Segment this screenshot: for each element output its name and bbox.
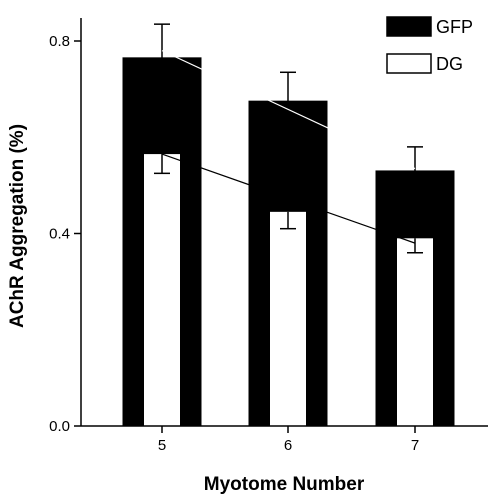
y-axis-title: AChR Aggregation (%) [7, 124, 28, 328]
y-tick-label-1: 0.4 [49, 226, 70, 243]
y-tick-label-0: 0.0 [49, 418, 70, 435]
legend: GFP DG [386, 16, 473, 74]
bar-dg-7 [397, 238, 433, 426]
x-tick-label-6: 6 [284, 437, 292, 454]
bars-layer [122, 57, 455, 427]
legend-label-gfp: GFP [436, 17, 473, 37]
legend-swatch-dg [386, 53, 432, 74]
legend-swatch-gfp [386, 16, 432, 37]
x-tick-label-5: 5 [158, 437, 166, 454]
trend-line-gfp [161, 50, 416, 170]
axes-layer [80, 18, 488, 427]
overlay-layer [154, 23, 423, 254]
x-tick-label-7: 7 [411, 437, 419, 454]
y-tick-label-2: 0.8 [49, 33, 70, 50]
legend-label-dg: DG [436, 54, 463, 74]
ticks-layer: 5 6 7 0.0 0.4 0.8 [49, 33, 419, 454]
x-axis-title: Myotome Number [204, 474, 365, 495]
trend-line-dg [161, 153, 416, 244]
bar-dg-6 [270, 211, 306, 426]
bar-dg-5 [144, 154, 180, 426]
